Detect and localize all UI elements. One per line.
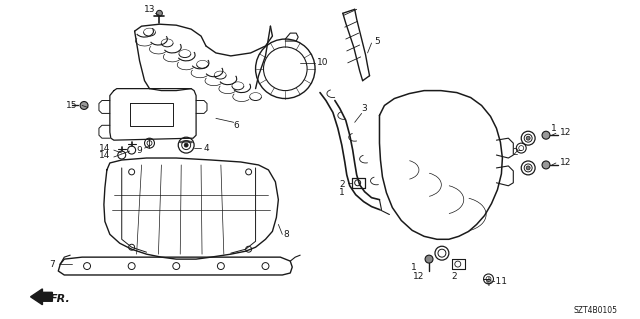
Text: 14: 14 (99, 151, 111, 160)
Text: 4: 4 (203, 144, 209, 152)
Text: 2: 2 (513, 148, 518, 157)
Circle shape (156, 10, 163, 16)
Circle shape (425, 255, 433, 263)
Text: 1: 1 (412, 263, 417, 271)
Text: 5: 5 (374, 37, 380, 46)
Circle shape (542, 161, 550, 169)
Text: 12: 12 (413, 272, 425, 281)
Text: 15: 15 (67, 101, 78, 110)
Text: 8: 8 (284, 230, 289, 239)
Text: FR.: FR. (50, 294, 70, 304)
Text: 2: 2 (451, 272, 456, 281)
Circle shape (184, 143, 188, 147)
Text: SZT4B0105: SZT4B0105 (573, 306, 618, 315)
Circle shape (526, 166, 530, 170)
Text: 1: 1 (551, 124, 557, 133)
FancyArrow shape (31, 289, 52, 305)
Text: 1: 1 (339, 188, 345, 197)
Text: 12: 12 (560, 159, 572, 167)
Text: ϕ–11: ϕ–11 (486, 278, 508, 286)
Text: 12: 12 (560, 128, 572, 137)
Circle shape (80, 101, 88, 109)
Circle shape (526, 136, 530, 140)
Text: 9: 9 (137, 145, 143, 155)
Text: 3: 3 (362, 104, 367, 113)
Circle shape (542, 131, 550, 139)
Text: 7: 7 (49, 260, 55, 269)
Text: 10: 10 (317, 58, 329, 67)
Text: 14: 14 (99, 144, 111, 152)
Text: 13: 13 (144, 5, 156, 14)
Text: 2: 2 (339, 180, 344, 189)
Text: 6: 6 (234, 121, 239, 130)
